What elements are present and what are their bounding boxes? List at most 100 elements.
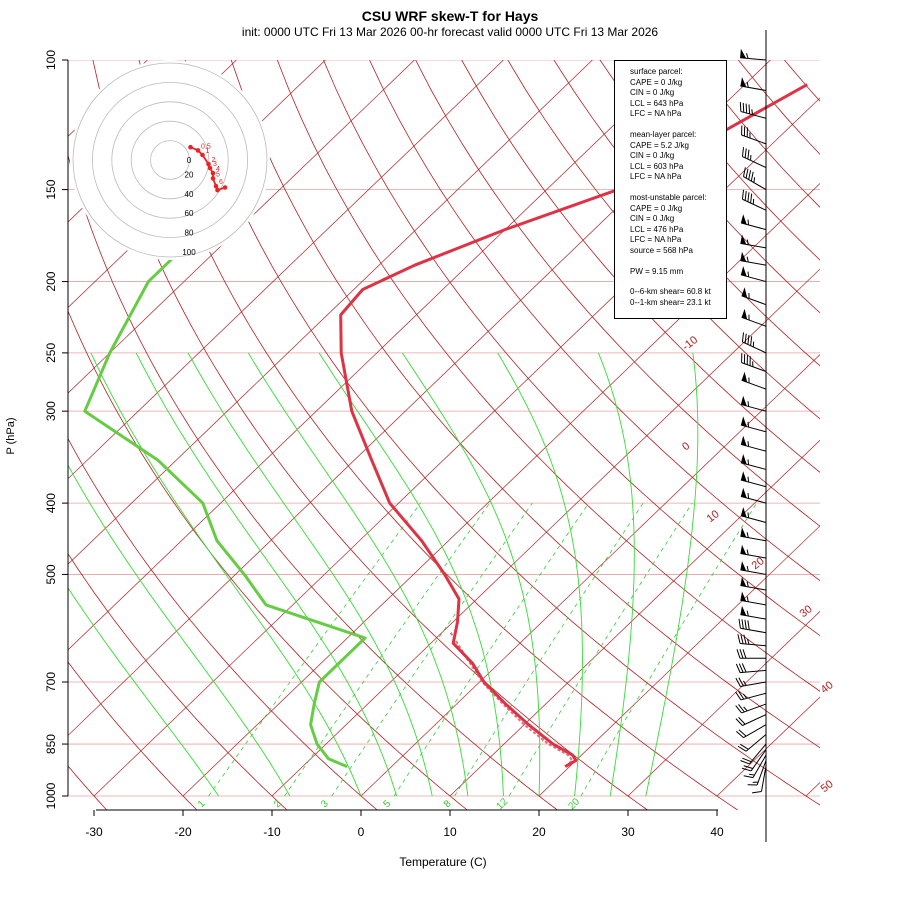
- moist-adiabat-line: [401, 352, 541, 797]
- moist-adiabat-line: [90, 352, 362, 797]
- dry-adiabat-lines: [68, 60, 820, 810]
- parcel-stats-box: surface parcel: CAPE = 0 J/kg CIN = 0 J/…: [614, 60, 727, 319]
- dry-adiabat-line: [553, 60, 820, 367]
- x-tick-label: 20: [532, 825, 546, 839]
- isotherm-label: 50: [819, 778, 836, 795]
- x-tick-label: -30: [85, 825, 103, 839]
- moist-adiabat-line: [187, 352, 433, 797]
- wind-barb: [740, 48, 767, 61]
- wind-barb-flag: [740, 591, 747, 602]
- wind-barb-half-feather: [746, 53, 749, 59]
- wind-barb: [738, 618, 767, 634]
- wind-barb-half-feather: [747, 476, 750, 483]
- hodograph-point: [200, 152, 205, 158]
- isotherm-line: [93, 97, 820, 797]
- wind-barb-feather: [739, 102, 742, 112]
- dewpoint-profile-line: [83, 246, 367, 768]
- stats-line: surface parcel:: [630, 67, 683, 76]
- wind-barb-shaft: [740, 515, 767, 523]
- wind-barb-shaft: [742, 156, 767, 169]
- wind-barb-half-feather: [753, 177, 756, 183]
- wind-barb-half-feather: [747, 271, 750, 277]
- hodograph-point: [222, 185, 228, 190]
- wind-barb-feather: [742, 649, 747, 659]
- wind-barb: [740, 454, 767, 470]
- wind-barb-feather: [741, 189, 745, 200]
- wind-barb-half-feather: [747, 441, 750, 447]
- wind-barb-shaft: [741, 295, 767, 306]
- wind-barb-feather: [740, 760, 750, 765]
- dry-adiabat-line: [369, 60, 820, 582]
- y-tick-label: 500: [44, 564, 58, 584]
- wind-barb: [741, 749, 767, 772]
- hodograph-height-label: 4: [216, 166, 220, 173]
- dry-adiabat-line: [507, 60, 820, 420]
- wind-barb: [740, 487, 767, 504]
- wind-barb-flag: [740, 395, 747, 406]
- axes: Temperature (C) P (hPa): [5, 30, 767, 869]
- isotherm-label: 30: [798, 603, 815, 620]
- wind-barb: [740, 395, 767, 412]
- hodograph-ring: [92, 82, 248, 238]
- wind-barb: [740, 576, 767, 591]
- wind-barb-shaft: [740, 222, 767, 231]
- y-tick-label: 700: [44, 672, 58, 692]
- isotherm-label: 40: [819, 679, 836, 696]
- isotherm-line: [68, 60, 593, 565]
- wind-barb-feather: [741, 147, 745, 157]
- wind-barb-shaft: [740, 643, 767, 647]
- wind-barb: [735, 703, 767, 714]
- wind-barb-half-feather: [746, 256, 749, 263]
- wind-barb-feather: [738, 717, 746, 725]
- isotherm-line: [271, 268, 820, 797]
- wind-barb-shaft: [740, 669, 767, 674]
- wind-barb-shaft: [748, 743, 767, 765]
- wind-barb-flag: [741, 308, 748, 320]
- wind-barb-feather: [735, 691, 742, 701]
- x-tick-label: 0: [358, 825, 365, 839]
- dry-adiabat-line: [68, 437, 378, 810]
- wind-barb-feather: [745, 168, 749, 179]
- stats-line: 0--6-km shear= 60.8 kt: [630, 287, 711, 297]
- wind-barb-shaft: [740, 443, 767, 452]
- hodograph-height-label: 6: [219, 179, 223, 186]
- hodograph-point: [206, 161, 211, 167]
- wind-barb-half-feather: [751, 109, 753, 115]
- wind-barb: [740, 544, 767, 559]
- wind-barb: [740, 527, 767, 542]
- y-axis-label: P (hPa): [5, 417, 17, 454]
- hodograph-point: [210, 176, 216, 181]
- wind-barb-feather: [738, 677, 744, 687]
- wind-barb-feather: [743, 634, 747, 645]
- chart-title: CSU WRF skew-T for Hays: [361, 8, 539, 24]
- wind-barb: [743, 754, 767, 779]
- wind-barb-feather: [737, 634, 741, 644]
- stats-line: CIN = 0 J/kg: [630, 151, 675, 161]
- wind-barb: [741, 125, 767, 145]
- dry-adiabat-line: [68, 310, 468, 810]
- wind-barb-shaft: [741, 703, 767, 714]
- wind-barb-half-feather: [743, 693, 748, 699]
- wind-barb: [740, 435, 767, 452]
- wind-barb-half-feather: [749, 773, 755, 776]
- wind-barb-shaft: [742, 341, 767, 354]
- wind-barb-feather: [738, 729, 747, 737]
- hodograph-point: [210, 170, 216, 176]
- wind-barb-feather: [737, 745, 747, 752]
- wind-barb-half-feather: [747, 512, 750, 518]
- wind-barb-half-feather: [743, 706, 748, 712]
- wind-barb-feather: [750, 193, 753, 204]
- dry-adiabat-line: [68, 661, 198, 810]
- wind-barb-shaft: [740, 495, 767, 504]
- wind-barb-shaft: [740, 599, 767, 606]
- wind-barb-flag: [741, 287, 748, 298]
- wind-barb: [741, 189, 767, 211]
- wind-barb-shaft: [740, 692, 767, 701]
- wind-barb-feather: [741, 663, 747, 673]
- wind-barb-feather: [748, 104, 751, 114]
- wind-barb-flag: [740, 435, 747, 446]
- mixing-ratio-line: [393, 502, 590, 797]
- dry-adiabat-line: [230, 60, 820, 749]
- wind-barb-shaft: [741, 316, 767, 327]
